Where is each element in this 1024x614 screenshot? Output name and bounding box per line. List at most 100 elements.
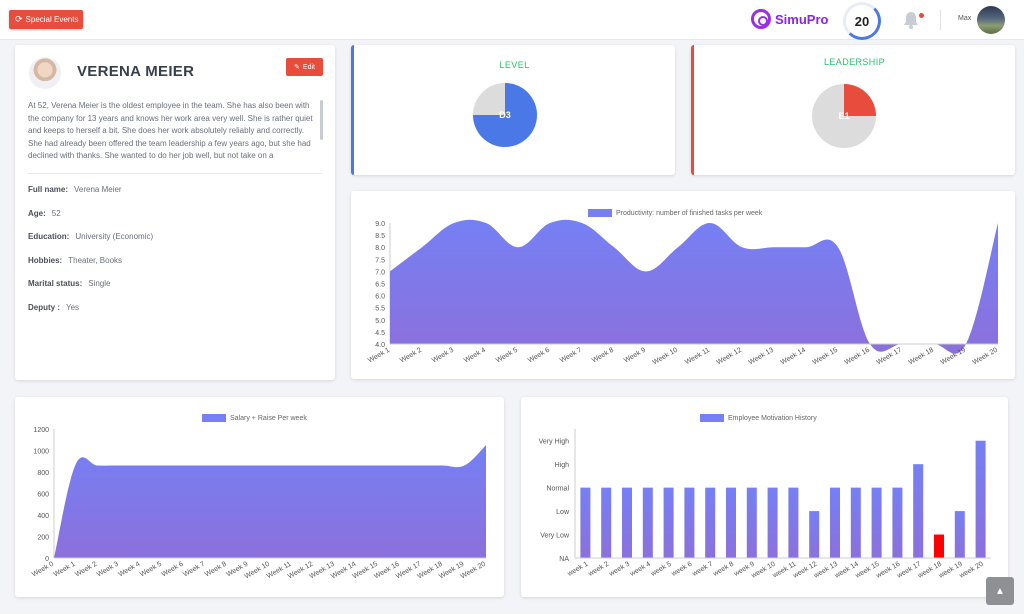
level-card: LEVEL D3 <box>351 45 675 175</box>
logo-icon <box>751 9 771 29</box>
edit-label: Edit <box>302 63 315 71</box>
motivation-bar <box>705 487 716 558</box>
y-tick-label: 9.0 <box>375 221 385 228</box>
salary-chart-card: Salary + Raise Per week 1200 1000 800 600 40… <box>15 397 504 597</box>
y-tick-label: 6.5 <box>375 282 385 289</box>
special-events-button[interactable]: ⟳ Special Events <box>9 10 83 29</box>
field-hobbies: Hobbies: Theater, Books <box>28 256 123 265</box>
x-tick-label: week 4 <box>628 561 652 579</box>
y-tick-label: NA <box>559 556 569 563</box>
special-events-label: Special Events <box>25 15 79 24</box>
x-tick-label: Week 16 <box>844 347 871 367</box>
x-tick-label: week 5 <box>649 561 673 579</box>
motivation-bar <box>975 440 986 558</box>
top-bar: ⟳ Special Events SimuPro 20 Max <box>0 0 1024 40</box>
motivation-bar <box>663 487 674 558</box>
leadership-pie: E1 <box>812 84 876 148</box>
x-tick-label: Week 12 <box>716 347 743 367</box>
motivation-bar <box>767 487 778 558</box>
motivation-bar <box>850 487 861 558</box>
x-tick-label: week 3 <box>607 561 631 579</box>
motivation-bar <box>830 487 840 558</box>
leadership-title: LEADERSHIP <box>823 57 886 67</box>
logo: SimuPro <box>751 9 828 29</box>
x-tick-label: Week 7 <box>559 347 583 365</box>
y-tick-label: 5.5 <box>375 306 385 313</box>
x-tick-label: Week 15 <box>812 347 839 367</box>
x-tick-label: Week 1 <box>53 561 77 579</box>
motivation-bar <box>684 487 695 558</box>
y-tick-label: Very High <box>539 439 569 446</box>
x-tick-label: week 2 <box>587 561 611 579</box>
x-tick-label: Week 9 <box>623 347 647 365</box>
leadership-card: LEADERSHIP E1 <box>691 45 1015 175</box>
employee-profile-card: VERENA MEIER ✎ Edit At 52, Verena Meier … <box>15 45 335 380</box>
logo-text: SimuPro <box>775 11 829 27</box>
x-tick-label: Week 6 <box>161 561 185 579</box>
level-pie: D3 <box>473 83 537 147</box>
pie-label: D3 <box>499 110 511 120</box>
motivation-bar <box>871 487 882 558</box>
legend-swatch <box>700 414 724 422</box>
x-tick-label: week 7 <box>691 561 715 579</box>
x-tick-label: Week 4 <box>117 561 141 579</box>
edit-button[interactable]: ✎ Edit <box>286 58 323 76</box>
field-marital-status: Marital status: Single <box>28 279 111 288</box>
x-tick-label: Week 20 <box>460 561 487 581</box>
x-tick-label: Week 5 <box>139 561 163 579</box>
y-tick-label: 1000 <box>33 449 49 456</box>
y-tick-label: 8.5 <box>375 233 385 240</box>
x-tick-label: week 1 <box>566 561 590 579</box>
motivation-bar <box>913 464 924 558</box>
x-tick-label: Week 20 <box>972 347 999 367</box>
motivation-bar <box>601 487 612 558</box>
motivation-bar <box>788 487 799 558</box>
header-divider <box>940 10 941 30</box>
score-indicator: 20 <box>843 2 881 40</box>
legend-label: Employee Motivation History <box>728 414 817 422</box>
x-tick-label: Week 6 <box>527 347 551 365</box>
x-tick-label: Week 0 <box>31 561 55 579</box>
legend-label: Productivity: number of finished tasks p… <box>616 209 763 217</box>
employee-bio[interactable]: At 52, Verena Meier is the oldest employ… <box>28 101 313 160</box>
x-tick-label: week 8 <box>711 561 735 579</box>
motivation-bar <box>622 487 632 558</box>
field-age: Age: 52 <box>28 209 61 218</box>
y-tick-label: Normal <box>546 486 569 493</box>
user-avatar[interactable] <box>977 6 1005 34</box>
x-tick-label: Week 3 <box>431 347 455 365</box>
y-tick-label: High <box>555 462 570 469</box>
productivity-chart-card: Productivity: number of finished tasks p… <box>351 191 1015 379</box>
x-tick-label: Week 5 <box>495 347 519 365</box>
salary-legend: Salary + Raise Per week <box>202 414 307 422</box>
field-deputy: Deputy : Yes <box>28 303 80 312</box>
x-tick-label: Week 2 <box>399 347 423 365</box>
x-tick-label: Week 3 <box>96 561 120 579</box>
motivation-bar <box>746 487 757 558</box>
area-series <box>390 219 998 354</box>
motivation-bar <box>934 534 944 558</box>
motivation-bar <box>954 511 965 558</box>
motivation-bar <box>642 487 653 558</box>
x-tick-label: Week 13 <box>748 347 775 367</box>
x-tick-label: Week 1 <box>367 347 391 365</box>
username: Max <box>958 15 972 22</box>
legend-label: Salary + Raise Per week <box>230 414 307 422</box>
chevron-up-icon: ▲ <box>995 585 1005 597</box>
bell-icon[interactable] <box>903 11 919 29</box>
field-education: Education: University (Economic) <box>28 232 154 241</box>
bio-scrollbar[interactable] <box>320 100 323 140</box>
motivation-chart-card: Employee Motivation History NA Very Low Lo… <box>521 397 1008 597</box>
field-full-name: Full name: Verena Meier <box>28 185 122 194</box>
motivation-bar <box>580 487 591 558</box>
y-tick-label: 5.0 <box>375 318 385 325</box>
y-tick-label: Very Low <box>540 533 570 540</box>
legend-swatch <box>588 209 612 217</box>
notification-badge <box>919 13 924 18</box>
pie-label: E1 <box>838 111 849 121</box>
scroll-to-top-button[interactable]: ▲ <box>986 577 1014 605</box>
motivation-bar <box>892 487 903 558</box>
x-tick-label: Week 11 <box>684 347 711 367</box>
